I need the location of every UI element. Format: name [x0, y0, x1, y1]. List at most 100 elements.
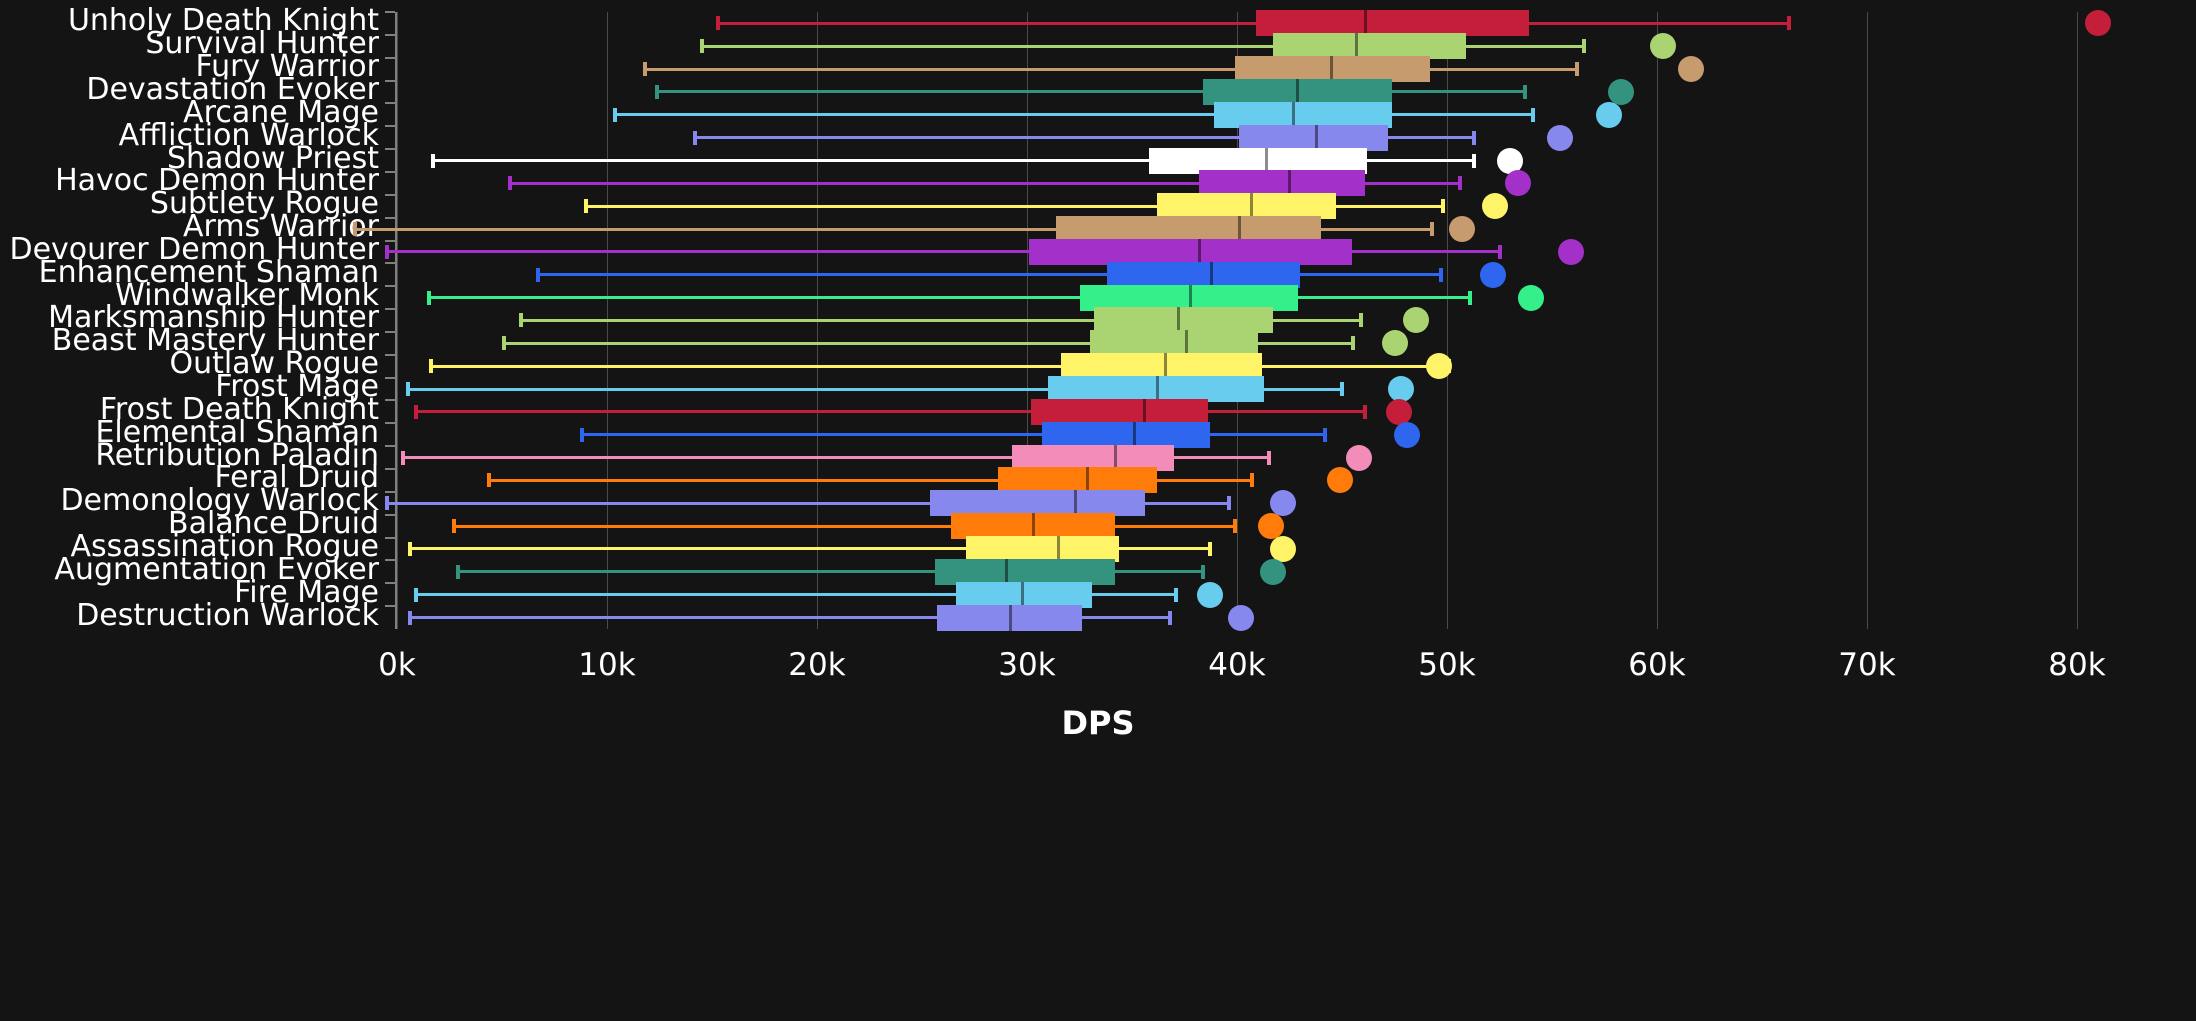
box-q1-q3 — [1094, 307, 1273, 334]
mean-marker — [1448, 216, 1475, 243]
y-tick-mark — [385, 330, 395, 333]
whisker-line — [415, 593, 1177, 597]
y-axis-label-elemental-shaman: Elemental Shaman — [95, 414, 379, 450]
y-axis-label-marksmanship-hunter: Marksmanship Hunter — [48, 300, 379, 336]
mean-marker — [1608, 78, 1635, 105]
whisker-cap-high — [1457, 176, 1462, 191]
whisker-cap-high — [1340, 382, 1344, 397]
y-axis-label-devastation-evoker: Devastation Evoker — [86, 71, 379, 107]
mean-marker — [1394, 421, 1421, 448]
whisker-cap-high — [1497, 244, 1502, 259]
whisker-line — [537, 273, 1441, 277]
whisker-cap-high — [1430, 222, 1435, 237]
median-line — [1288, 170, 1291, 197]
y-tick-mark — [385, 490, 395, 493]
whisker-cap-low — [405, 382, 410, 397]
whisker-line — [457, 570, 1204, 574]
y-axis-label-frost-mage: Frost Mage — [215, 369, 379, 405]
box-q1-q3 — [1148, 147, 1368, 174]
y-axis-label-assassination-rogue: Assassination Rogue — [70, 528, 379, 564]
y-axis-label-destruction-warlock: Destruction Warlock — [76, 597, 379, 633]
whisker-cap-low — [353, 222, 357, 237]
y-tick-mark — [385, 33, 395, 36]
whisker-cap-high — [1581, 39, 1586, 54]
mean-marker — [1402, 307, 1429, 334]
y-axis-label-survival-hunter: Survival Hunter — [145, 26, 379, 62]
whisker-cap-high — [1787, 16, 1792, 31]
whisker-cap-low — [401, 450, 406, 465]
gridline-50k — [1446, 12, 1448, 629]
y-axis-label-frost-death-knight: Frost Death Knight — [99, 391, 379, 427]
median-line — [1185, 330, 1189, 357]
whisker-cap-high — [1201, 564, 1206, 579]
x-tick-label-10k: 10k — [578, 646, 636, 683]
whisker-cap-high — [1323, 427, 1328, 442]
y-axis-spine — [395, 12, 397, 629]
y-axis-label-fury-warrior: Fury Warrior — [195, 49, 379, 85]
box-q1-q3 — [955, 581, 1093, 608]
box-q1-q3 — [936, 604, 1082, 631]
median-line — [1113, 444, 1117, 471]
median-line — [1004, 558, 1008, 585]
y-axis-label-subtlety-rogue: Subtlety Rogue — [149, 186, 379, 222]
whisker-cap-high — [1438, 267, 1443, 282]
whisker-cap-low — [502, 336, 507, 351]
median-line — [1086, 467, 1090, 494]
y-tick-mark — [385, 605, 395, 608]
whisker-cap-high — [1226, 496, 1231, 511]
whisker-cap-low — [535, 267, 540, 282]
whisker-cap-high — [1531, 107, 1536, 122]
box-q1-q3 — [1157, 193, 1336, 220]
whisker-line — [644, 67, 1578, 71]
y-axis-label-arms-warrior: Arms Warrior — [182, 209, 379, 245]
y-tick-mark — [385, 125, 395, 128]
whisker-line — [586, 204, 1443, 208]
median-line — [1292, 101, 1296, 128]
whisker-cap-high — [1232, 519, 1237, 534]
x-axis-title: DPS — [1061, 703, 1135, 742]
whisker-cap-high — [1174, 587, 1179, 602]
whisker-cap-high — [1468, 290, 1473, 305]
whisker-cap-high — [1575, 62, 1580, 77]
y-axis-label-devourer-demon-hunter: Devourer Demon Hunter — [9, 231, 379, 267]
whisker-line — [489, 478, 1252, 482]
x-tick-label-40k: 40k — [1208, 646, 1266, 683]
x-tick-label-60k: 60k — [1628, 646, 1686, 683]
box-q1-q3 — [1272, 33, 1466, 60]
gridline-60k — [1656, 12, 1658, 629]
y-tick-mark — [385, 285, 395, 288]
whisker-cap-low — [451, 519, 456, 534]
median-line — [1143, 398, 1147, 425]
x-tick-label-70k: 70k — [1838, 646, 1896, 683]
y-tick-mark — [385, 536, 395, 539]
whisker-cap-low — [407, 541, 412, 556]
whisker-line — [407, 387, 1342, 391]
median-line — [1210, 261, 1214, 288]
whisker-cap-high — [1363, 404, 1368, 419]
whisker-line — [701, 44, 1584, 48]
whisker-line — [510, 181, 1460, 185]
box-q1-q3 — [966, 535, 1120, 562]
mean-marker — [1547, 124, 1574, 151]
y-axis-label-beast-mastery-hunter: Beast Mastery Hunter — [51, 323, 379, 359]
whisker-line — [403, 456, 1269, 460]
median-line — [1355, 33, 1359, 60]
y-axis-label-enhancement-shaman: Enhancement Shaman — [38, 254, 379, 290]
mean-marker — [1518, 284, 1544, 311]
median-line — [1315, 124, 1319, 151]
whisker-cap-high — [1350, 336, 1355, 351]
median-line — [1073, 490, 1077, 517]
whisker-cap-low — [426, 290, 431, 305]
mean-marker — [1505, 170, 1532, 197]
y-tick-mark — [385, 193, 395, 196]
whisker-line — [415, 410, 1366, 414]
y-tick-mark — [385, 308, 395, 311]
y-tick-mark — [385, 11, 395, 13]
box-q1-q3 — [1213, 101, 1393, 128]
y-tick-mark — [385, 239, 395, 242]
y-tick-mark — [385, 79, 395, 82]
whisker-cap-low — [518, 313, 523, 328]
whisker-cap-high — [1522, 84, 1527, 99]
whisker-cap-low — [579, 427, 584, 442]
